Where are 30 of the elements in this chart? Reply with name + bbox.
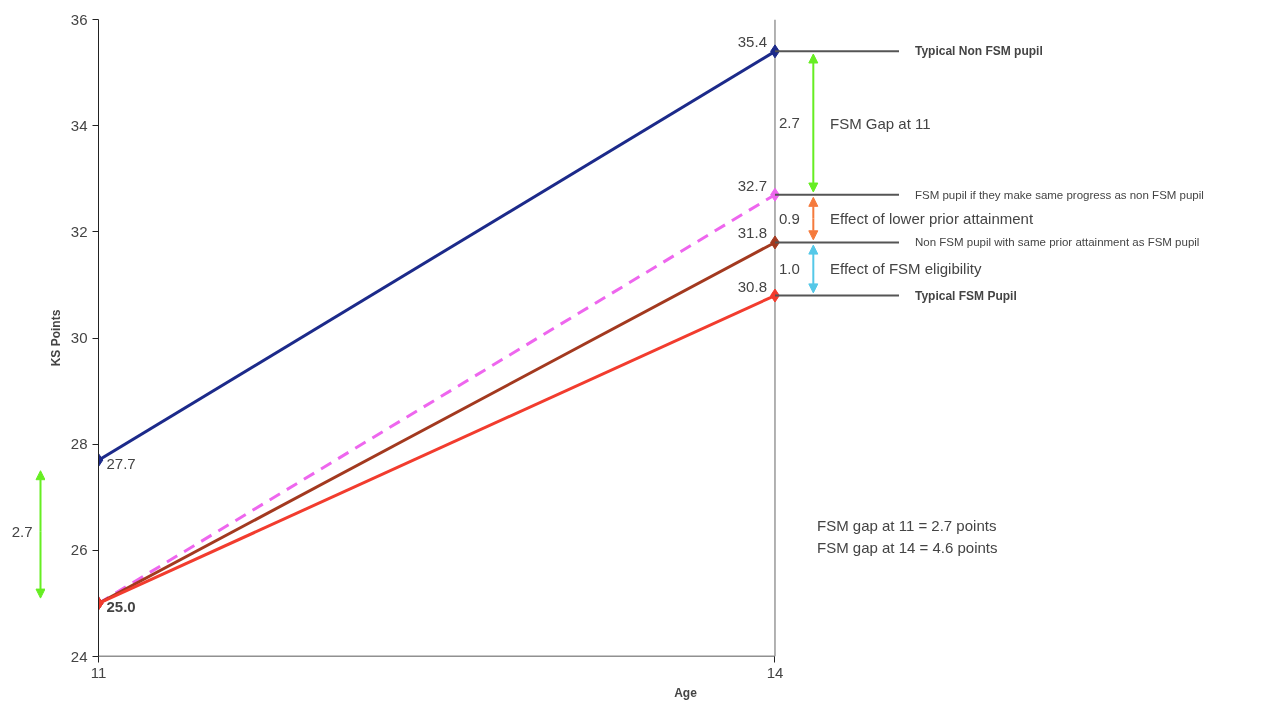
data-label: 35.4 [737,33,767,51]
y-tick-label: 26 [70,541,88,559]
y-tick-label: 36 [70,10,88,28]
y-tick-label: 30 [70,329,88,346]
y-tick-label: 24 [70,647,88,665]
data-label: 32.7 [737,176,767,194]
x-tick-label: 11 [90,663,107,681]
x-axis-title: Age [674,685,698,700]
text: 2.7 [778,114,800,132]
text: FSM pupil if they make same progress as non FSM pupil [914,188,1204,201]
text: Effect of FSM eligibility [829,260,982,278]
data-label: 25.0 [106,598,136,616]
text: FSM Gap at 11 [829,114,931,132]
text: 1.0 [778,259,800,277]
y-axis-title: KS Points [48,309,63,367]
text: Non FSM pupil with same prior attainment as FSM pupil [914,236,1200,249]
data-label: 30.8 [737,277,767,295]
y-tick-label: 32 [70,222,88,240]
text: 0.9 [778,209,800,227]
y-tick-label: 28 [70,435,88,453]
x-tick-label: 14 [766,663,784,681]
text: FSM gap at 14 = 4.6 points [816,539,998,557]
text: Typical FSM Pupil [914,288,1017,303]
text: FSM gap at 11 = 2.7 points [816,517,997,535]
y-tick-label: 34 [70,116,88,134]
data-label: 27.7 [106,455,136,473]
text: Typical Non FSM pupil [914,44,1043,59]
text: Effect of lower prior attainment [829,210,1034,228]
data-label: 31.8 [737,224,767,242]
text: 2.7 [11,522,33,540]
